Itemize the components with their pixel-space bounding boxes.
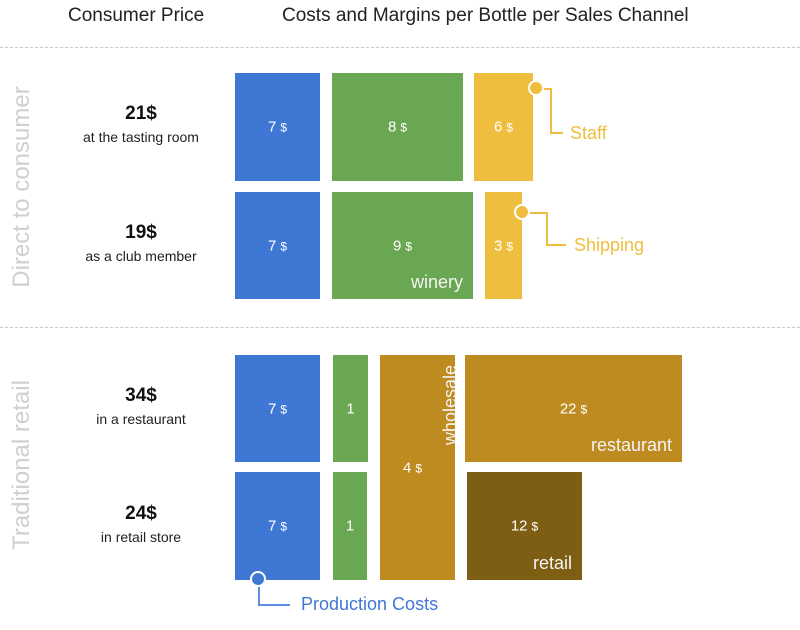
winery-margin-box: 1 (333, 355, 368, 462)
price-desc: in retail store (100, 529, 182, 545)
price-value: 21$ (125, 103, 157, 124)
restaurant-margin-box: 22 $ restaurant (465, 355, 682, 462)
divider (0, 47, 800, 48)
price-desc: in a restaurant (96, 411, 186, 427)
winery-margin-box: 8 $ (332, 73, 463, 181)
production-cost-box: 7 $ (235, 73, 320, 181)
callout-dot-icon (250, 571, 266, 587)
production-cost-box: 7 $ (235, 472, 320, 580)
production-cost-box: 7 $ (235, 192, 320, 299)
callout-dot-icon (528, 80, 544, 96)
price-value: 34$ (125, 385, 157, 406)
restaurant-tag: restaurant (590, 435, 672, 455)
section-label-traditional: Traditional retail (8, 380, 35, 550)
price-restaurant: 34$ in a restaurant (66, 385, 216, 427)
price-desc: at the tasting room (83, 129, 199, 145)
retail-tag: retail (532, 553, 572, 573)
price-tasting-room: 21$ at the tasting room (66, 103, 216, 145)
winery-margin-box: 1 (333, 472, 367, 580)
production-cost-box: 7 $ (235, 355, 320, 462)
header-consumer-price: Consumer Price (68, 5, 205, 26)
price-club-member: 19$ as a club member (66, 222, 216, 264)
winery-margin-box: 9 $ winery (332, 192, 473, 299)
wholesale-tag: wholesale (440, 365, 460, 446)
retail-margin-box: 12 $ retail (467, 472, 582, 580)
section-label-direct: Direct to consumer (8, 86, 35, 288)
price-value: 24$ (125, 503, 157, 524)
callout-dot-icon (514, 204, 530, 220)
production-label: Production Costs (301, 594, 439, 614)
staff-label: Staff (570, 123, 607, 143)
price-retail: 24$ in retail store (66, 503, 216, 545)
header-costs: Costs and Margins per Bottle per Sales C… (282, 5, 689, 26)
winery-tag: winery (410, 272, 463, 292)
divider (0, 327, 800, 328)
shipping-label: Shipping (574, 235, 645, 255)
staff-cost-box: 6 $ (474, 73, 533, 181)
price-desc: as a club member (85, 248, 197, 264)
price-value: 19$ (125, 222, 157, 243)
wholesale-margin-box: 4 $ wholesale (380, 355, 460, 580)
